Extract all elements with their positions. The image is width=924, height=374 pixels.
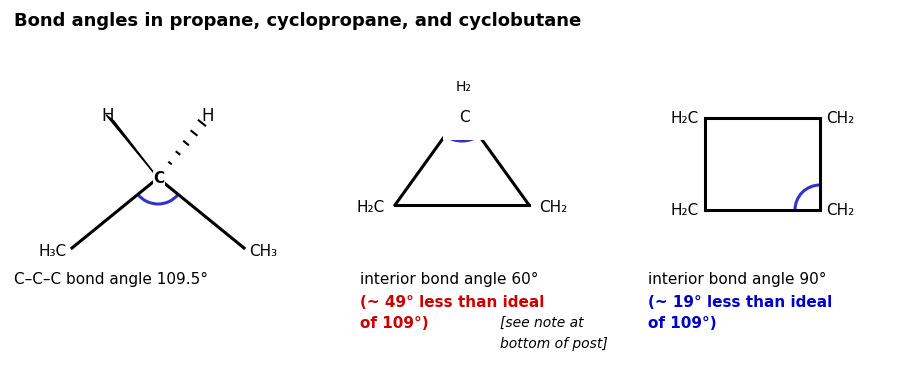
Text: (~ 19° less than ideal: (~ 19° less than ideal bbox=[648, 295, 833, 310]
Text: CH₂: CH₂ bbox=[539, 199, 567, 215]
Text: C–C–C bond angle 109.5°: C–C–C bond angle 109.5° bbox=[14, 272, 208, 287]
Text: C: C bbox=[153, 171, 164, 186]
Text: Bond angles in propane, cyclopropane, and cyclobutane: Bond angles in propane, cyclopropane, an… bbox=[14, 12, 581, 30]
Text: H₂C: H₂C bbox=[671, 110, 699, 126]
Text: H₂: H₂ bbox=[456, 80, 472, 94]
Text: [see note at
bottom of post]: [see note at bottom of post] bbox=[500, 316, 608, 350]
Text: interior bond angle 90°: interior bond angle 90° bbox=[648, 272, 826, 287]
Text: H₃C: H₃C bbox=[39, 243, 67, 258]
Text: CH₂: CH₂ bbox=[826, 202, 855, 218]
Text: H: H bbox=[102, 107, 115, 125]
Polygon shape bbox=[106, 115, 158, 178]
Text: H: H bbox=[201, 107, 214, 125]
Text: interior bond angle 60°: interior bond angle 60° bbox=[360, 272, 539, 287]
Text: H₂C: H₂C bbox=[671, 202, 699, 218]
Text: CH₂: CH₂ bbox=[826, 110, 855, 126]
Text: of 109°): of 109°) bbox=[360, 316, 429, 331]
Text: H₂C: H₂C bbox=[357, 199, 385, 215]
Text: CH₃: CH₃ bbox=[249, 243, 277, 258]
Text: (~ 49° less than ideal: (~ 49° less than ideal bbox=[360, 295, 544, 310]
Text: of 109°): of 109°) bbox=[648, 316, 717, 331]
Text: C: C bbox=[458, 110, 469, 125]
